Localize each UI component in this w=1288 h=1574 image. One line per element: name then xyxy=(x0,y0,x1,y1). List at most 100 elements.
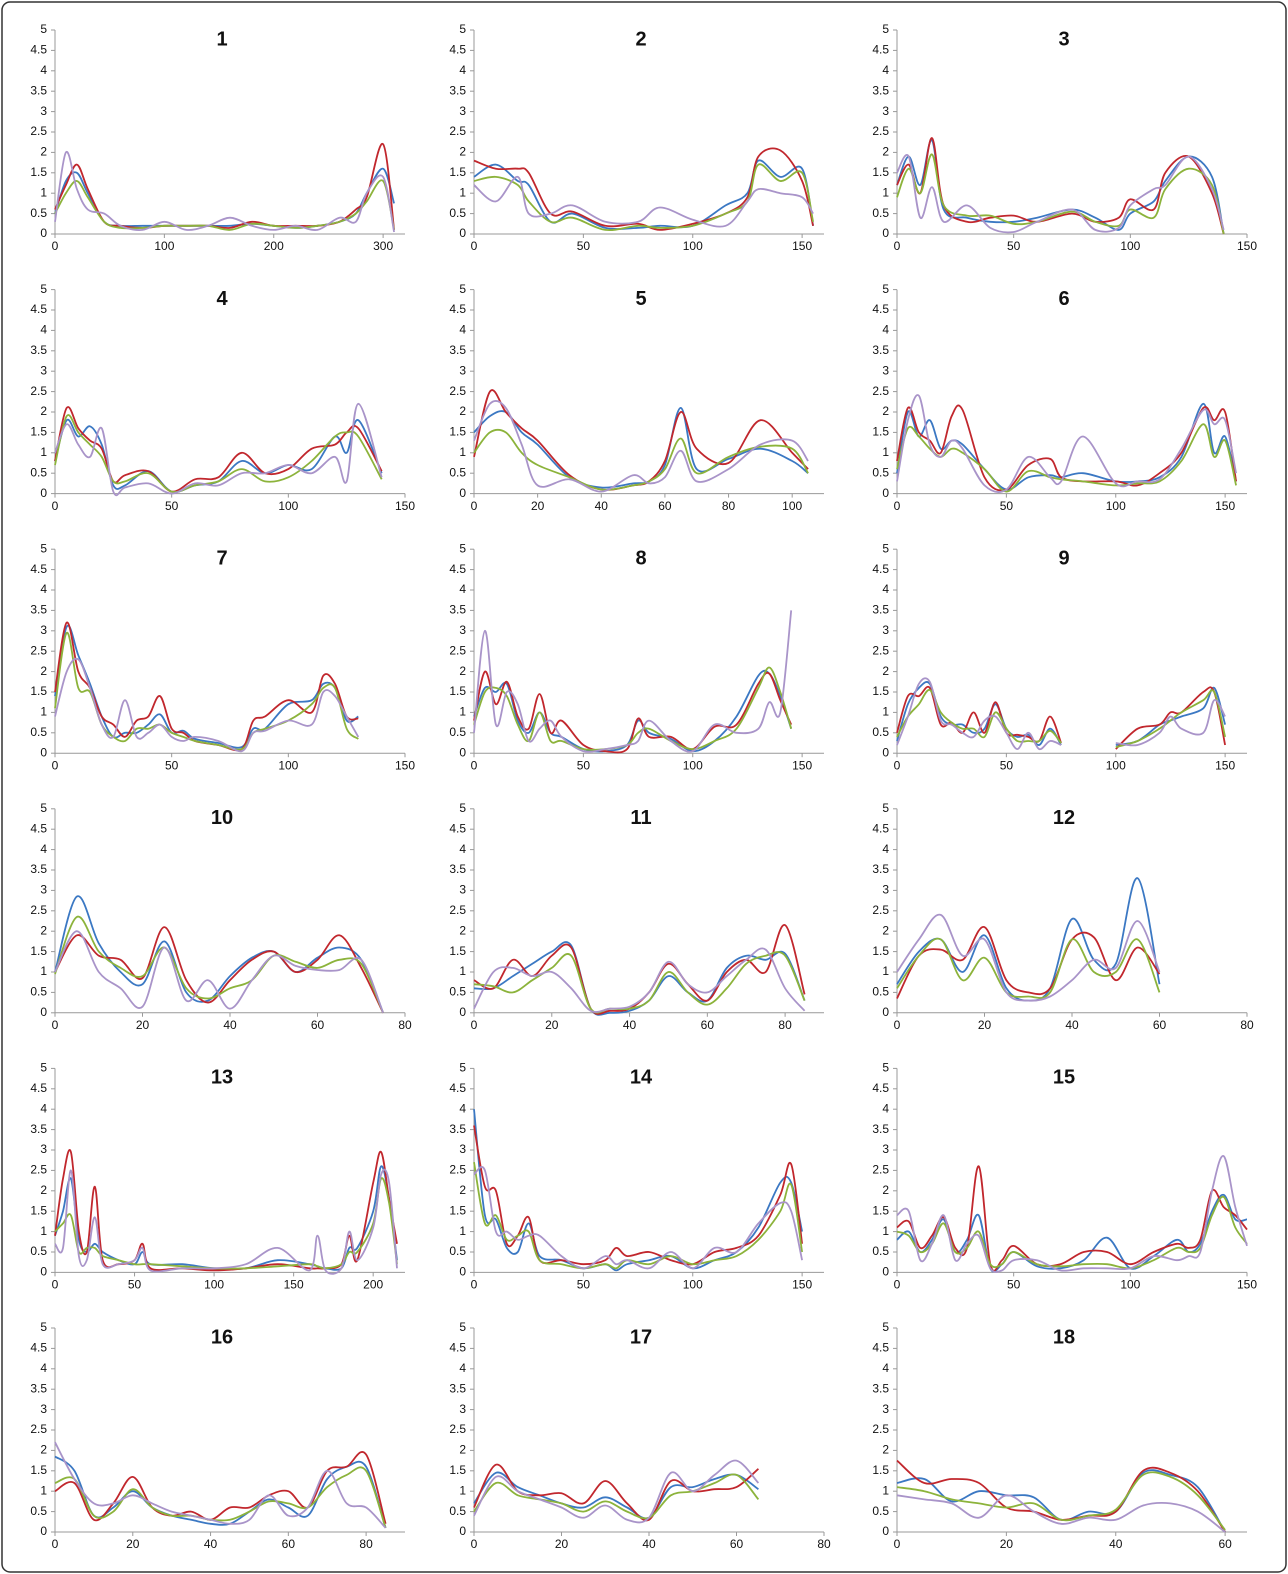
y-tick-label: 2 xyxy=(882,1443,889,1457)
y-tick-label: 2 xyxy=(40,1443,47,1457)
y-tick-label: 3.5 xyxy=(30,1122,47,1136)
x-tick-label: 40 xyxy=(642,1537,656,1551)
y-tick-label: 0 xyxy=(40,1005,47,1019)
x-tick-label: 60 xyxy=(1153,1018,1167,1032)
y-tick-label: 3.5 xyxy=(449,1381,466,1395)
y-tick-label: 4 xyxy=(459,323,466,337)
y-tick-label: 2.5 xyxy=(872,124,889,138)
x-tick-label: 80 xyxy=(722,499,736,513)
x-tick-label: 50 xyxy=(165,499,179,513)
y-tick-label: 4.5 xyxy=(30,43,47,57)
y-tick-label: 1.5 xyxy=(449,425,466,439)
y-tick-label: 3.5 xyxy=(872,603,889,617)
x-tick-label: 100 xyxy=(683,239,703,253)
y-tick-label: 0.5 xyxy=(449,465,466,479)
y-tick-label: 5 xyxy=(459,282,466,296)
y-tick-label: 0 xyxy=(882,486,889,500)
y-tick-label: 3 xyxy=(882,1402,889,1416)
data-line xyxy=(54,151,395,233)
x-tick-label: 100 xyxy=(278,758,298,772)
y-tick-label: 0.5 xyxy=(872,1244,889,1258)
y-tick-label: 1 xyxy=(882,1224,889,1238)
y-tick-label: 1.5 xyxy=(30,1463,47,1477)
y-tick-label: 4.5 xyxy=(449,562,466,576)
y-tick-label: 1 xyxy=(459,964,466,978)
x-tick-label: 0 xyxy=(52,239,59,253)
x-tick-label: 0 xyxy=(471,1278,478,1292)
y-tick-label: 0 xyxy=(459,1005,466,1019)
data-line xyxy=(896,154,1225,234)
y-tick-label: 3 xyxy=(459,104,466,118)
y-tick-label: 1.5 xyxy=(30,1203,47,1217)
y-tick-label: 2 xyxy=(882,664,889,678)
chart-title: 6 xyxy=(1058,288,1069,310)
y-tick-label: 0 xyxy=(882,1524,889,1538)
y-tick-label: 4 xyxy=(40,323,47,337)
data-line xyxy=(896,1471,1226,1531)
y-tick-label: 1 xyxy=(459,705,466,719)
y-tick-label: 4.5 xyxy=(872,1081,889,1095)
x-tick-label: 0 xyxy=(52,1537,59,1551)
panel: 0 0.5 1 1.5 2 2.5 3 3.5 4 4.5 5 0 20 40 60 80 16 xyxy=(30,1320,405,1551)
x-tick-label: 50 xyxy=(165,758,179,772)
y-tick-label: 1.5 xyxy=(449,1463,466,1477)
y-tick-label: 3.5 xyxy=(449,343,466,357)
y-tick-label: 5 xyxy=(40,801,47,815)
data-line xyxy=(473,176,814,228)
chart-title: 14 xyxy=(630,1067,653,1089)
y-tick-label: 3.5 xyxy=(30,83,47,97)
data-line xyxy=(896,153,1225,235)
y-tick-label: 4.5 xyxy=(30,1341,47,1355)
y-tick-label: 3 xyxy=(882,104,889,118)
data-line xyxy=(896,394,1237,494)
data-line xyxy=(896,913,1161,1002)
y-tick-label: 2.5 xyxy=(872,643,889,657)
y-tick-label: 4 xyxy=(882,582,889,596)
x-tick-label: 150 xyxy=(284,1278,304,1292)
y-tick-label: 2 xyxy=(882,145,889,159)
y-tick-label: 1 xyxy=(459,185,466,199)
y-tick-label: 2.5 xyxy=(30,643,47,657)
y-tick-label: 4.5 xyxy=(872,1341,889,1355)
x-tick-label: 100 xyxy=(782,499,802,513)
y-tick-label: 3 xyxy=(40,104,47,118)
data-line xyxy=(473,1125,803,1266)
chart-title: 5 xyxy=(635,288,646,310)
panel: 0 0.5 1 1.5 2 2.5 3 3.5 4 4.5 5 0 20 40 60 80 12 xyxy=(872,801,1254,1032)
y-tick-label: 2.5 xyxy=(872,1422,889,1436)
y-tick-label: 5 xyxy=(40,541,47,555)
y-tick-label: 3.5 xyxy=(872,1381,889,1395)
y-tick-label: 3 xyxy=(459,623,466,637)
data-line xyxy=(473,947,806,1013)
y-tick-label: 1 xyxy=(459,1483,466,1497)
y-tick-label: 1.5 xyxy=(872,425,889,439)
data-line xyxy=(896,137,1225,235)
y-tick-label: 1 xyxy=(459,445,466,459)
y-tick-label: 2 xyxy=(40,664,47,678)
y-tick-label: 4.5 xyxy=(30,302,47,316)
y-tick-label: 0.5 xyxy=(30,725,47,739)
y-tick-label: 2 xyxy=(459,923,466,937)
x-tick-label: 40 xyxy=(1065,1018,1079,1032)
x-tick-label: 40 xyxy=(595,499,609,513)
chart-title: 15 xyxy=(1053,1067,1075,1089)
y-tick-label: 1.5 xyxy=(872,944,889,958)
y-tick-label: 1.5 xyxy=(872,684,889,698)
y-tick-label: 0 xyxy=(459,745,466,759)
x-tick-label: 50 xyxy=(577,758,591,772)
x-tick-label: 50 xyxy=(1000,758,1014,772)
data-line xyxy=(473,400,809,493)
y-tick-label: 2.5 xyxy=(30,903,47,917)
y-tick-label: 2 xyxy=(459,1443,466,1457)
x-tick-label: 150 xyxy=(1215,758,1235,772)
data-line xyxy=(896,1193,1248,1273)
y-tick-label: 1 xyxy=(882,185,889,199)
x-tick-label: 50 xyxy=(1007,239,1021,253)
chart-title: 8 xyxy=(635,547,646,569)
y-tick-label: 2 xyxy=(459,404,466,418)
data-line xyxy=(54,621,359,752)
